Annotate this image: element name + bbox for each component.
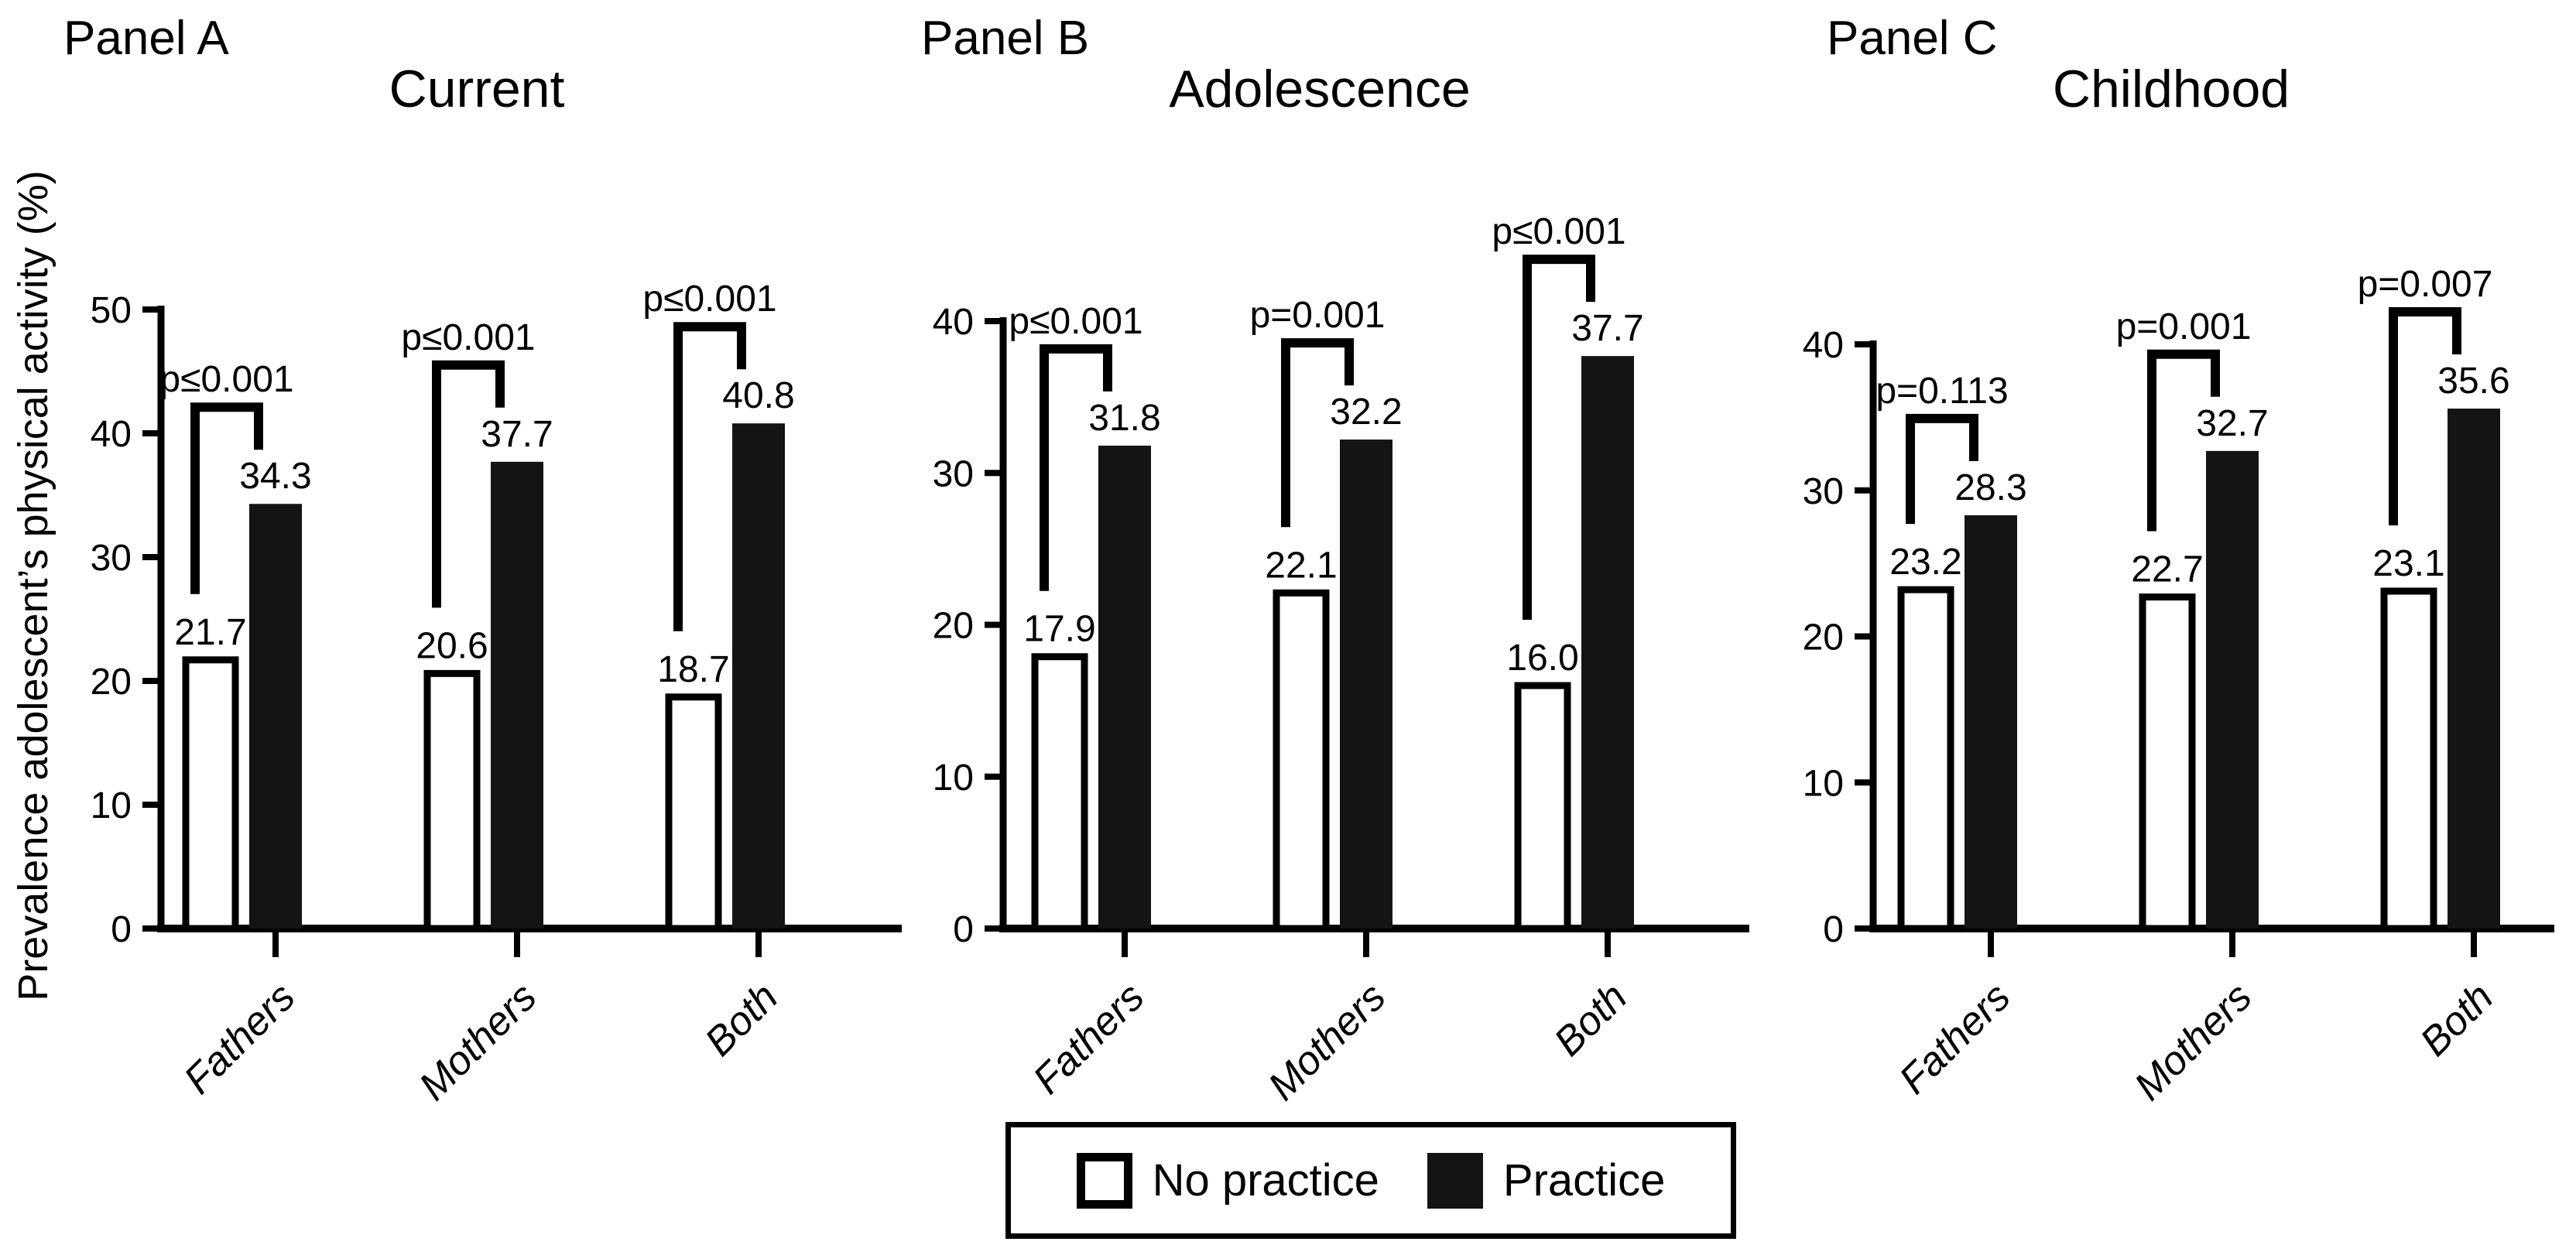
category-label: Both [697, 974, 787, 1065]
panel-b-label: Panel B [921, 12, 1090, 65]
p-value-label: p≤0.001 [642, 279, 776, 320]
panel-c-plot: 0 10 20 30 40 23.2 28.3 p=0.113 Fathers 22.7 32.7 p… [1803, 264, 2554, 1109]
bar-value-label: 16.0 [1506, 638, 1578, 679]
bar-value-label: 32.7 [2196, 403, 2268, 444]
p-value-label: p=0.113 [1875, 371, 2008, 412]
p-value-label: p≤0.001 [159, 359, 293, 400]
p-value-label: p≤0.001 [401, 317, 535, 358]
y-axis-tick-label: 40 [1803, 325, 1844, 366]
bar-value-label: 22.7 [2131, 549, 2203, 590]
y-axis-tick-label: 40 [91, 414, 132, 455]
p-value-label: p=0.001 [1250, 295, 1386, 336]
y-axis-tick-label: 20 [91, 662, 132, 703]
bar-value-label: 34.3 [239, 456, 311, 497]
y-axis-tick-label: 0 [111, 909, 132, 950]
significance-bracket [2147, 349, 2220, 532]
bar-value-label: 20.6 [416, 625, 488, 666]
bar-value-label: 37.7 [481, 414, 553, 455]
significance-bracket [1523, 255, 1595, 620]
panel-a-subtitle: Current [389, 60, 565, 118]
panel-c-label: Panel C [1827, 12, 1998, 65]
category-label: Fathers [176, 974, 304, 1103]
p-value-label: p≤0.001 [1492, 211, 1625, 252]
bar-practice [2448, 409, 2500, 929]
category-label: Fathers [1025, 974, 1153, 1103]
y-axis-tick-label: 30 [933, 453, 974, 494]
significance-bracket [190, 402, 263, 594]
p-value-label: p≤0.001 [1009, 301, 1142, 342]
category-label: Mothers [2126, 974, 2261, 1109]
y-axis-tick-label: 10 [91, 785, 132, 826]
panel-a-label: Panel A [63, 12, 229, 65]
panel-b-plot: 0 10 20 30 40 17.9 31.8 p≤0.001 Fathers 22.1 32.2 p… [933, 211, 1749, 1109]
y-axis-tick-label: 40 [933, 302, 974, 343]
bar-practice [732, 423, 785, 929]
legend-no-practice-label: No practice [1152, 1155, 1379, 1206]
bar-practice [491, 461, 543, 929]
bar-no-practice [2380, 587, 2437, 932]
bar-no-practice [1273, 589, 1330, 932]
legend: No practice Practice [1005, 1122, 1736, 1239]
bar-no-practice [1514, 682, 1571, 932]
panel-b-subtitle: Adolescence [1169, 60, 1471, 118]
significance-bracket [1906, 413, 1978, 525]
bar-value-label: 31.8 [1088, 398, 1160, 439]
bar-no-practice [1897, 586, 1954, 932]
bar-no-practice [2139, 593, 2196, 932]
bar-practice [249, 504, 302, 929]
y-axis-title: Prevalence adolescent’s physical activit… [10, 170, 57, 1001]
significance-bracket [673, 322, 746, 631]
bar-practice [1340, 440, 1392, 929]
bar-practice [1581, 356, 1634, 929]
bar-value-label: 40.8 [722, 375, 794, 416]
significance-bracket [1040, 344, 1112, 591]
legend-no-practice-swatch [1076, 1152, 1132, 1209]
bar-no-practice [1031, 653, 1088, 932]
bar-value-label: 21.7 [174, 612, 246, 653]
y-axis-tick-label: 20 [1803, 617, 1844, 658]
y-axis-tick-label: 20 [933, 606, 974, 647]
category-label: Both [1546, 974, 1636, 1065]
significance-bracket [2389, 307, 2461, 525]
bar-value-label: 28.3 [1954, 467, 2026, 508]
panel-c-subtitle: Childhood [2052, 60, 2290, 118]
bar-no-practice [665, 693, 722, 932]
y-axis-tick-label: 30 [91, 538, 132, 579]
bar-value-label: 18.7 [657, 649, 729, 690]
bar-value-label: 35.6 [2437, 361, 2509, 402]
bar-value-label: 17.9 [1023, 609, 1095, 650]
category-label: Mothers [1260, 974, 1395, 1109]
significance-bracket [432, 360, 505, 608]
bar-no-practice [423, 669, 481, 932]
panel-a-plot: 0 10 20 30 40 50 21.7 34.3 p≤0.001 Fathers 20.6 37.… [91, 279, 902, 1109]
bar-practice [2206, 450, 2259, 929]
y-axis-tick-label: 0 [1823, 909, 1844, 950]
p-value-label: p=0.007 [2358, 264, 2493, 305]
bar-value-label: 23.1 [2372, 543, 2444, 584]
bar-practice [1965, 515, 2017, 929]
bar-value-label: 37.7 [1571, 308, 1643, 349]
y-axis-tick-label: 0 [953, 909, 974, 950]
bar-practice [1098, 445, 1151, 929]
y-axis-tick-label: 50 [91, 290, 132, 331]
y-axis-tick-label: 10 [933, 758, 974, 799]
category-label: Mothers [411, 974, 546, 1109]
bar-value-label: 32.2 [1330, 392, 1402, 433]
y-axis-tick-label: 30 [1803, 471, 1844, 512]
bar-value-label: 23.2 [1889, 542, 1961, 583]
bar-value-label: 22.1 [1265, 545, 1337, 586]
legend-practice-label: Practice [1502, 1155, 1666, 1206]
category-label: Fathers [1891, 974, 2019, 1103]
p-value-label: p=0.001 [2116, 306, 2252, 347]
legend-practice-swatch [1427, 1152, 1483, 1209]
y-axis-tick-label: 10 [1803, 763, 1844, 804]
significance-bracket [1281, 338, 1354, 528]
bar-no-practice [182, 656, 239, 932]
category-label: Both [2412, 974, 2502, 1065]
